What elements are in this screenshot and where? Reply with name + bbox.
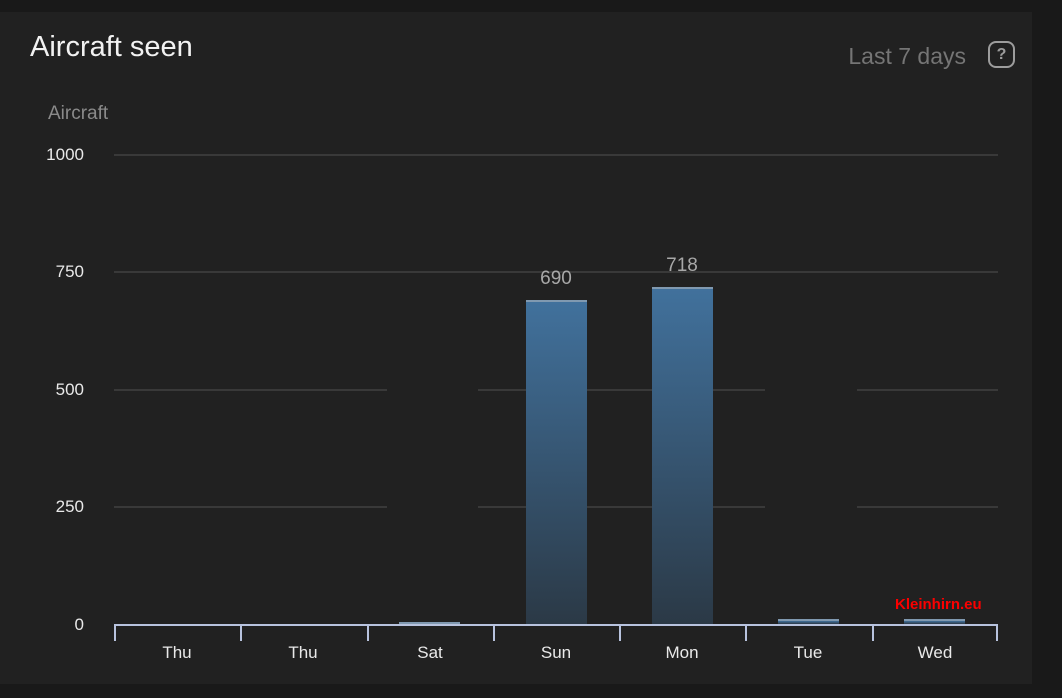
gridline <box>114 154 998 156</box>
gridline <box>114 506 387 508</box>
x-axis-line <box>114 624 998 626</box>
gridline <box>114 271 998 273</box>
gridline <box>856 506 998 508</box>
x-axis-label: Thu <box>162 643 192 662</box>
panel-title: Aircraft seen <box>30 31 193 63</box>
y-axis-label: Aircraft <box>48 103 109 124</box>
x-axis-label: Wed <box>917 643 953 662</box>
y-axis-tick-label: 500 <box>55 380 84 399</box>
x-axis-tick <box>367 624 369 641</box>
x-axis-tick <box>240 624 242 641</box>
help-icon[interactable]: ? <box>988 41 1015 68</box>
y-axis-tick-label: 750 <box>55 262 84 281</box>
bar-sat-2[interactable] <box>399 622 460 624</box>
gridline <box>477 389 766 391</box>
x-axis-tick <box>619 624 621 641</box>
x-axis-tick <box>872 624 874 641</box>
x-axis-tick <box>996 624 998 641</box>
x-axis-tick <box>493 624 495 641</box>
bar-value-label: 718 <box>666 255 698 276</box>
x-axis-label: Thu <box>288 643 318 662</box>
bar-value-label: 690 <box>540 268 572 289</box>
y-axis-tick-label: 0 <box>74 615 84 634</box>
bar-tue-5[interactable] <box>778 619 839 624</box>
watermark: Kleinhirn.eu <box>895 596 982 613</box>
x-axis-tick <box>114 624 116 641</box>
bar-mon-4[interactable] <box>652 287 713 624</box>
bar-sun-3[interactable] <box>526 300 587 624</box>
time-range-label: Last 7 days <box>848 43 966 69</box>
gridline <box>856 389 998 391</box>
x-axis-label: Sun <box>540 643 572 662</box>
y-axis-tick-label: 250 <box>55 497 84 516</box>
x-axis-label: Sat <box>417 643 443 662</box>
y-axis-tick-label: 1000 <box>46 145 84 164</box>
gridline <box>114 389 387 391</box>
x-axis-label: Mon <box>665 643 699 662</box>
aircraft-seen-panel <box>0 12 1032 684</box>
question-mark-glyph: ? <box>996 45 1007 63</box>
x-axis-tick <box>745 624 747 641</box>
x-axis-label: Tue <box>793 643 823 662</box>
bar-wed-6[interactable] <box>904 619 965 624</box>
gridline <box>477 506 766 508</box>
